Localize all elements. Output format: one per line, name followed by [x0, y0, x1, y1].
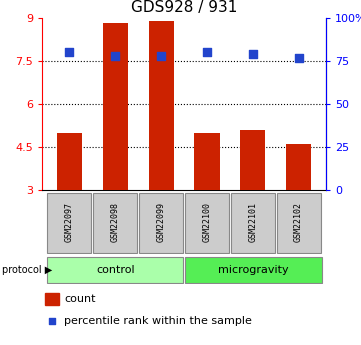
- FancyBboxPatch shape: [277, 193, 321, 253]
- Text: GSM22097: GSM22097: [65, 202, 74, 242]
- Title: GDS928 / 931: GDS928 / 931: [131, 0, 237, 16]
- Point: [66, 50, 72, 55]
- FancyBboxPatch shape: [48, 193, 91, 253]
- FancyBboxPatch shape: [185, 193, 229, 253]
- Point: [49, 318, 55, 324]
- Text: GSM22099: GSM22099: [157, 202, 166, 242]
- Text: GSM22101: GSM22101: [248, 202, 257, 242]
- Text: microgravity: microgravity: [218, 265, 289, 275]
- FancyBboxPatch shape: [48, 257, 183, 283]
- Text: control: control: [96, 265, 135, 275]
- Text: GSM22100: GSM22100: [203, 202, 212, 242]
- FancyBboxPatch shape: [231, 193, 275, 253]
- Bar: [57, 133, 82, 190]
- Point: [204, 50, 210, 55]
- Text: GSM22102: GSM22102: [294, 202, 303, 242]
- Bar: [194, 133, 219, 190]
- Text: percentile rank within the sample: percentile rank within the sample: [64, 316, 252, 326]
- Bar: [103, 23, 128, 190]
- Text: protocol ▶: protocol ▶: [2, 265, 52, 275]
- Point: [250, 51, 256, 57]
- FancyBboxPatch shape: [185, 257, 322, 283]
- Text: count: count: [64, 294, 95, 304]
- Bar: [45, 293, 59, 305]
- Bar: [286, 144, 311, 190]
- Point: [158, 53, 164, 59]
- Text: GSM22098: GSM22098: [111, 202, 120, 242]
- FancyBboxPatch shape: [93, 193, 137, 253]
- Point: [112, 53, 118, 59]
- Bar: [240, 130, 265, 190]
- FancyBboxPatch shape: [139, 193, 183, 253]
- Bar: [148, 21, 174, 190]
- Point: [296, 55, 301, 60]
